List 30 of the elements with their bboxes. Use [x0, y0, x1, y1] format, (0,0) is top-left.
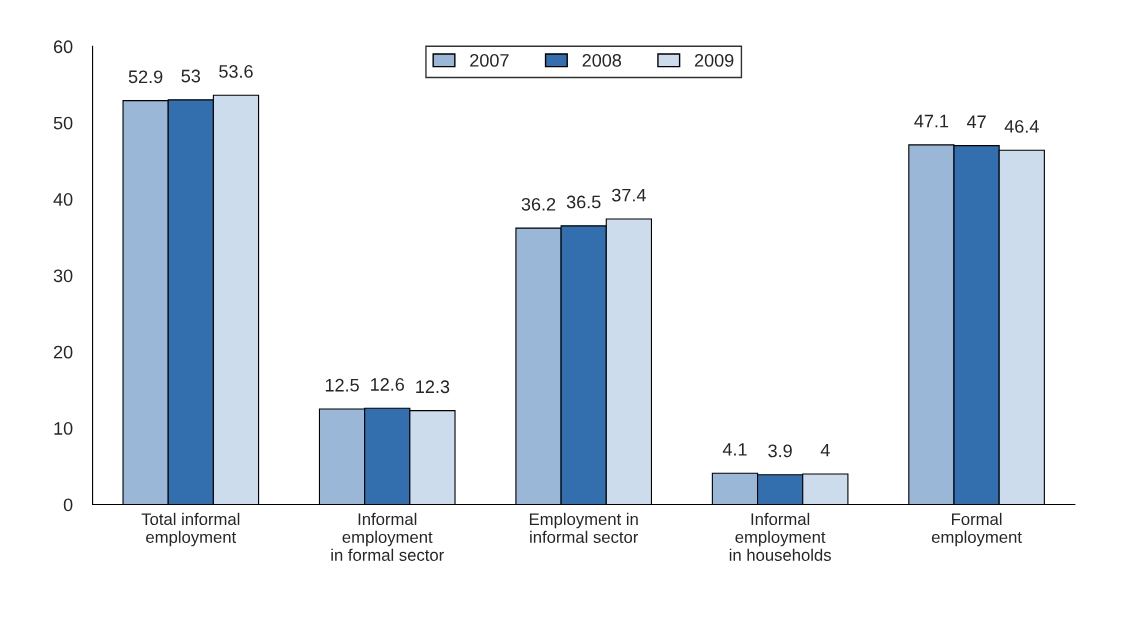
data-label: 46.4 — [1004, 120, 1039, 133]
legend-label: 2007 — [470, 53, 509, 67]
data-label: 52.9 — [128, 70, 163, 84]
data-label: 53.6 — [219, 65, 253, 78]
data-label: 12.3 — [416, 380, 450, 394]
data-label: 53 — [181, 69, 201, 83]
x-tick-label: Formal employment — [931, 512, 1022, 547]
data-label: 47 — [966, 115, 986, 129]
data-label: 37.4 — [612, 188, 646, 202]
x-tick-label: Total informal employment — [141, 512, 240, 547]
legend-label: 2009 — [694, 53, 734, 67]
x-tick-label: Informal employment in formal sector — [331, 512, 444, 561]
data-label: 4.1 — [722, 443, 747, 456]
data-label: 12.6 — [371, 378, 405, 391]
data-label: 36.5 — [566, 195, 601, 209]
y-tick-label: 60 — [53, 40, 73, 54]
y-tick-label: 20 — [53, 345, 73, 359]
x-tick-label: Informal employment in households — [729, 512, 831, 561]
data-label: 4 — [820, 443, 830, 457]
y-tick-label: 30 — [53, 269, 73, 283]
y-tick-label: 10 — [54, 422, 73, 435]
y-tick-label: 40 — [53, 193, 73, 206]
legend-label: 2008 — [582, 53, 622, 67]
y-tick-label: 0 — [63, 498, 73, 512]
data-label: 12.5 — [325, 378, 359, 392]
data-label: 36.2 — [521, 197, 556, 211]
x-tick-label: Employment in informal sector — [529, 512, 639, 544]
y-tick-label: 50 — [53, 116, 73, 130]
data-label: 47.1 — [914, 114, 949, 128]
data-label: 3.9 — [768, 444, 792, 458]
